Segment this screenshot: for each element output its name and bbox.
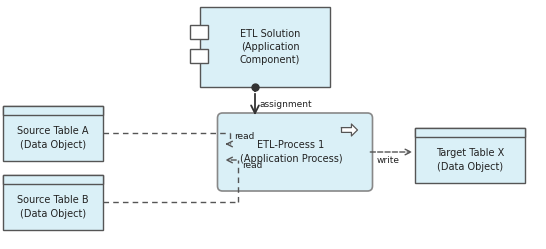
Text: Source Table B
(Data Object): Source Table B (Data Object) (17, 195, 89, 219)
Bar (3, 106, 103, 161)
Text: Source Table A
(Data Object): Source Table A (Data Object) (17, 126, 89, 150)
Bar (3, 175, 103, 185)
Polygon shape (341, 124, 358, 136)
Bar (190, 49, 208, 62)
FancyBboxPatch shape (217, 113, 372, 191)
Text: ETL-Process 1
(Application Process): ETL-Process 1 (Application Process) (240, 140, 342, 164)
Text: write: write (376, 156, 399, 165)
Bar (415, 127, 525, 183)
Text: read: read (234, 132, 254, 141)
Bar (200, 7, 330, 87)
Bar (190, 25, 208, 39)
Text: Target Table X
(Data Object): Target Table X (Data Object) (436, 148, 504, 172)
Bar (415, 127, 525, 137)
Text: ETL Solution
(Application
Component): ETL Solution (Application Component) (240, 29, 300, 65)
Text: read: read (242, 161, 263, 170)
Bar (3, 175, 103, 230)
Text: assignment: assignment (259, 100, 312, 109)
Bar (3, 106, 103, 115)
